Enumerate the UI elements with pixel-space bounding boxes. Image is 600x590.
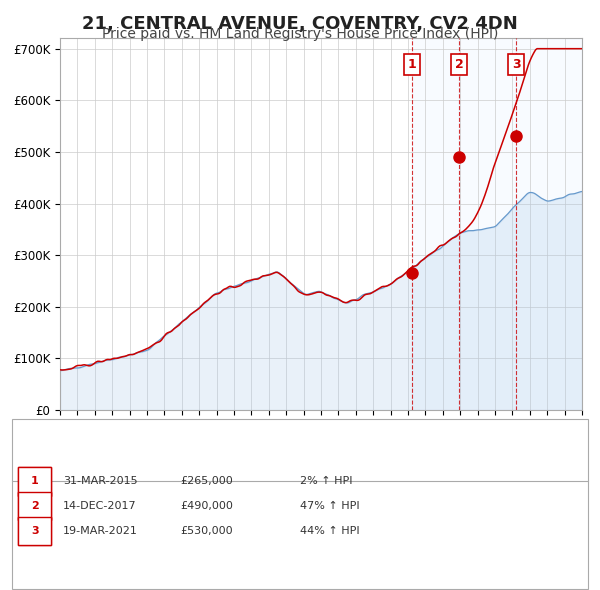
Text: 3: 3 — [512, 58, 521, 71]
Text: 21, CENTRAL AVENUE, COVENTRY, CV2 4DN (detached house): 21, CENTRAL AVENUE, COVENTRY, CV2 4DN (d… — [69, 428, 392, 438]
Text: 14-DEC-2017: 14-DEC-2017 — [63, 502, 137, 511]
Text: 21, CENTRAL AVENUE, COVENTRY, CV2 4DN: 21, CENTRAL AVENUE, COVENTRY, CV2 4DN — [82, 15, 518, 33]
Text: 3: 3 — [31, 526, 38, 536]
Bar — [460, 38, 516, 410]
Text: This data is licensed under the Open Government Licence v3.0.: This data is licensed under the Open Gov… — [155, 582, 445, 590]
Text: 3: 3 — [31, 526, 38, 536]
Text: 1: 1 — [31, 477, 38, 486]
Text: £530,000: £530,000 — [180, 526, 233, 536]
Text: 47% ↑ HPI: 47% ↑ HPI — [300, 502, 359, 511]
Text: 44% ↑ HPI: 44% ↑ HPI — [300, 526, 359, 536]
Text: 2: 2 — [455, 58, 464, 71]
Text: 44% ↑ HPI: 44% ↑ HPI — [300, 526, 359, 536]
Text: 2: 2 — [31, 502, 38, 511]
Text: £265,000: £265,000 — [180, 477, 233, 486]
Text: 31-MAR-2015: 31-MAR-2015 — [63, 477, 137, 486]
Text: Contains HM Land Registry data © Crown copyright and database right 2024.: Contains HM Land Registry data © Crown c… — [124, 575, 476, 584]
Bar — [412, 38, 460, 410]
Text: 1: 1 — [31, 477, 38, 486]
Text: £265,000: £265,000 — [180, 477, 233, 486]
Text: £530,000: £530,000 — [180, 526, 233, 536]
Text: 19-MAR-2021: 19-MAR-2021 — [63, 526, 138, 536]
Text: 2: 2 — [31, 502, 38, 511]
Text: 2% ↑ HPI: 2% ↑ HPI — [300, 477, 353, 486]
Text: 47% ↑ HPI: 47% ↑ HPI — [300, 502, 359, 511]
Text: 19-MAR-2021: 19-MAR-2021 — [63, 526, 138, 536]
Text: 14-DEC-2017: 14-DEC-2017 — [63, 502, 137, 511]
Text: £490,000: £490,000 — [180, 502, 233, 511]
Text: £490,000: £490,000 — [180, 502, 233, 511]
Text: Price paid vs. HM Land Registry's House Price Index (HPI): Price paid vs. HM Land Registry's House … — [102, 27, 498, 41]
Text: 1: 1 — [408, 58, 417, 71]
Text: 31-MAR-2015: 31-MAR-2015 — [63, 477, 137, 486]
Text: 2% ↑ HPI: 2% ↑ HPI — [300, 477, 353, 486]
Text: HPI: Average price, detached house, Coventry: HPI: Average price, detached house, Cove… — [69, 441, 310, 450]
Bar — [516, 38, 582, 410]
